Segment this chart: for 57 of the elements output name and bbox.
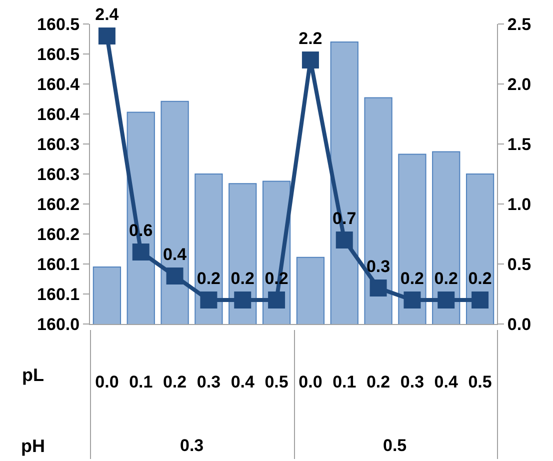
point [234,292,252,308]
point [98,28,116,44]
data-label: 0.6 [129,221,153,240]
data-label: 0.2 [196,269,221,288]
point [404,292,421,308]
data-label: 0.2 [400,269,424,288]
y2-tick-label: 2.5 [507,14,532,34]
y-tick-label: 160.0 [37,314,80,334]
data-label: 2.2 [298,29,322,48]
x-tick-label: 0.1 [129,372,153,392]
point [132,244,150,260]
text: 0.5 [383,436,407,455]
text: 0.3 [180,436,204,455]
data-label: 0.2 [264,269,288,288]
y2-tick-label: 1.0 [507,194,532,214]
y-tick-label: 160.5 [37,14,80,34]
point [370,280,387,296]
y2-tick-label: 2.0 [507,74,532,94]
x-tick-label: 0.0 [298,372,322,392]
text: pL [22,365,44,385]
x-tick-label: 0.0 [95,372,119,392]
x-tick-label: 0.2 [162,372,187,392]
x-tick-label: 0.5 [264,372,288,392]
point [302,52,319,68]
y2-tick-label: 1.5 [507,134,532,154]
data-label: 2.4 [95,5,120,24]
point [166,268,184,284]
y-tick-label: 160.3 [37,164,80,184]
y-tick-label: 160.2 [37,194,80,214]
data-label: 0.3 [366,257,390,276]
data-label: 0.2 [434,269,458,288]
data-label: 0.2 [230,269,254,288]
y2-tick-label: 0.0 [507,314,532,334]
x-tick-label: 0.5 [468,372,492,392]
y2-tick-label: 0.5 [507,254,532,274]
y-tick-label: 160.2 [37,224,80,244]
point [336,232,353,248]
text: pH [21,436,45,456]
y-tick-label: 160.1 [37,254,80,274]
y-tick-label: 160.4 [37,104,80,124]
x-tick-label: 0.4 [230,372,255,392]
point [472,292,489,308]
point [438,292,455,308]
x-tick-label: 0.1 [332,372,356,392]
y-tick-label: 160.3 [37,134,80,154]
x-tick-label: 0.3 [400,372,424,392]
y-tick-label: 160.4 [37,74,80,94]
data-label: 0.4 [162,245,188,264]
y-tick-label: 160.5 [37,44,80,64]
x-tick-label: 0.2 [366,372,390,392]
point [268,292,286,308]
x-tick-label: 0.3 [196,372,221,392]
y-tick-label: 160.1 [37,284,80,304]
x-tick-label: 0.4 [434,372,458,392]
data-label: 0.7 [332,209,356,228]
point [200,292,218,308]
data-label: 0.2 [468,269,492,288]
